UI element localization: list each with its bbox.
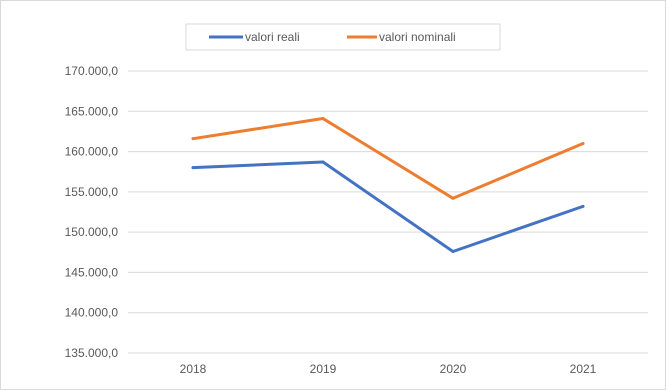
series-line-valori-nominali [191, 117, 585, 200]
data-point [451, 196, 455, 200]
y-tick-label: 145.000,0 [65, 265, 119, 279]
data-point [191, 166, 195, 170]
y-tick-label: 155.000,0 [65, 185, 119, 199]
x-category-label: 2020 [440, 362, 467, 376]
y-tick-label: 160.000,0 [65, 145, 119, 159]
legend: valori reali valori nominali [185, 23, 501, 51]
y-axis-tick-labels: 135.000,0 140.000,0 145.000,0 150.000,0 155.… [65, 64, 119, 360]
legend-label: valori reali [245, 30, 300, 44]
y-tick-label: 135.000,0 [65, 346, 119, 360]
y-tick-label: 170.000,0 [65, 64, 119, 78]
x-category-label: 2018 [180, 362, 207, 376]
data-point [581, 142, 585, 146]
data-point [451, 249, 455, 253]
series-lines [191, 117, 585, 253]
y-tick-label: 165.000,0 [65, 104, 119, 118]
data-point [581, 204, 585, 208]
series-line-valori-reali [191, 160, 585, 253]
x-category-label: 2021 [570, 362, 597, 376]
x-category-label: 2019 [310, 362, 337, 376]
data-point [191, 137, 195, 141]
y-tick-label: 150.000,0 [65, 225, 119, 239]
data-point [321, 160, 325, 164]
x-axis-category-labels: 2018 2019 2020 2021 [180, 362, 597, 376]
legend-label: valori nominali [379, 30, 456, 44]
y-tick-label: 140.000,0 [65, 306, 119, 320]
data-point [321, 117, 325, 121]
